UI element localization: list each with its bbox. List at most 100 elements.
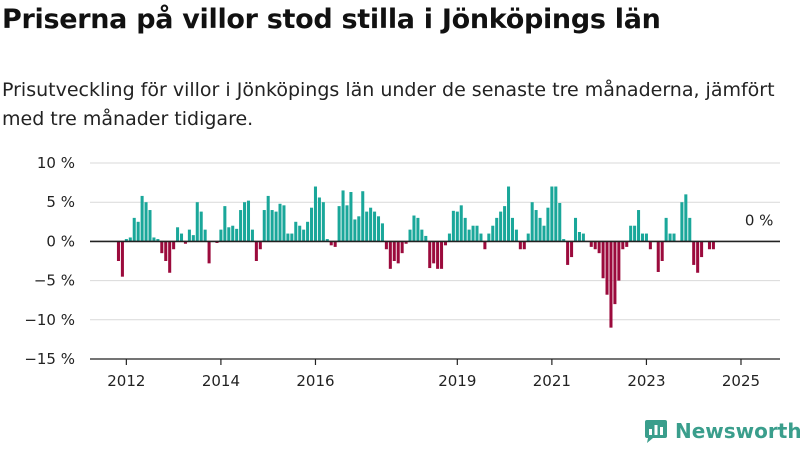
bar [294, 221, 298, 242]
bar [589, 241, 593, 247]
bar [546, 207, 550, 242]
bar [613, 241, 617, 305]
bar [609, 241, 613, 328]
bar [577, 231, 581, 242]
bar [538, 217, 542, 242]
bar [365, 211, 369, 242]
bar [290, 233, 294, 242]
bar [522, 241, 526, 250]
x-tick-label: 2025 [722, 372, 760, 390]
bar [345, 205, 349, 242]
bar [231, 225, 235, 242]
bar [629, 225, 633, 242]
bar [518, 241, 522, 250]
bar [373, 211, 377, 242]
bar [656, 241, 660, 272]
y-tick-label: −5 % [34, 272, 75, 290]
bar [471, 225, 475, 242]
bar [278, 203, 282, 242]
bar [700, 241, 704, 258]
bar [503, 206, 507, 242]
bar [483, 241, 487, 250]
bar [349, 192, 353, 242]
bar [495, 217, 499, 242]
bar [176, 227, 180, 242]
x-tick-label: 2021 [533, 372, 571, 390]
y-tick-label: 0 % [46, 232, 75, 250]
latest-value-annotation: 0 % [745, 211, 774, 229]
bar [246, 200, 251, 242]
bar [168, 241, 172, 273]
bar [235, 228, 239, 242]
bar [199, 211, 203, 242]
bar [219, 229, 223, 242]
bar [337, 206, 341, 242]
bar [254, 241, 258, 261]
bar [404, 241, 408, 244]
bar [514, 229, 518, 242]
bar [436, 241, 440, 269]
bar [128, 237, 132, 242]
bar [668, 233, 672, 242]
bar [530, 202, 534, 242]
bar [369, 207, 373, 242]
bar [459, 205, 463, 242]
bar [132, 217, 136, 242]
bar [203, 229, 207, 242]
bar [507, 186, 511, 242]
y-axis-labels: 10 % 5 % 0 % −5 % −10 % −15 % [24, 154, 75, 368]
bar [172, 241, 176, 250]
bar [684, 194, 688, 242]
bar [420, 229, 424, 242]
chart-title: Priserna på villor stod stilla i Jönköpi… [2, 4, 661, 35]
bar [672, 233, 676, 242]
bar [605, 241, 609, 295]
bar [711, 241, 715, 250]
bar [152, 237, 156, 242]
bar [597, 241, 601, 254]
y-tick-label: 5 % [46, 193, 75, 211]
bar [487, 233, 491, 242]
bar [361, 191, 365, 242]
bar [124, 239, 128, 242]
bar [270, 210, 274, 242]
bar [179, 233, 184, 242]
bar [148, 210, 152, 242]
newsworthy-brand[interactable]: Newsworthy [643, 418, 800, 444]
bar [581, 233, 585, 242]
bar [258, 241, 262, 250]
bar [412, 215, 416, 242]
bar [250, 229, 254, 242]
bar [451, 210, 455, 242]
bar [664, 217, 668, 242]
bar [640, 233, 645, 242]
bar [570, 241, 574, 258]
x-tick-label: 2023 [627, 372, 665, 390]
bar [191, 235, 195, 242]
bar [562, 239, 566, 242]
bar [195, 202, 199, 242]
bar [463, 217, 467, 242]
bar [310, 207, 314, 242]
bar [302, 229, 306, 242]
bar [601, 241, 605, 279]
bar [329, 241, 333, 246]
bar [644, 233, 648, 242]
y-tick-label: 10 % [37, 154, 75, 172]
bar [388, 241, 392, 269]
bar [116, 241, 120, 261]
bar [341, 190, 345, 242]
bar [140, 195, 144, 242]
bar [467, 229, 471, 242]
bar [440, 241, 444, 269]
bar [313, 186, 317, 242]
bar [688, 217, 692, 242]
bar [499, 211, 503, 242]
x-tick-label: 2012 [107, 372, 145, 390]
bar [447, 233, 451, 242]
bar [392, 241, 396, 261]
bar [400, 241, 404, 254]
bar [707, 241, 711, 250]
bar [617, 241, 621, 281]
bar [479, 233, 483, 242]
